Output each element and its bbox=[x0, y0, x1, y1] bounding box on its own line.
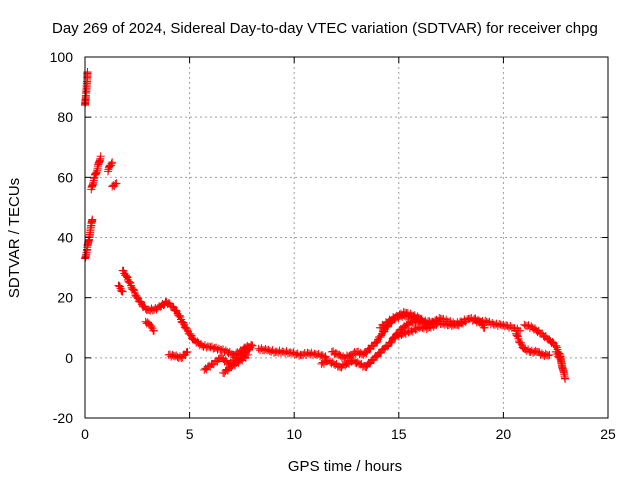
axes-layer: 0 5 10 15 20 25 -20 0 20 40 60 80 100 bbox=[50, 49, 616, 442]
y-axis-label: SDTVAR / TECUs bbox=[6, 178, 23, 298]
data-point bbox=[461, 317, 470, 326]
data-point bbox=[248, 341, 257, 350]
x-tick-label: 0 bbox=[81, 426, 89, 442]
y-tick-label: 100 bbox=[50, 49, 74, 65]
data-point bbox=[480, 323, 489, 332]
data-point bbox=[150, 326, 159, 335]
data-point bbox=[122, 272, 131, 281]
data-point bbox=[136, 297, 145, 306]
data-point bbox=[107, 159, 116, 168]
data-point bbox=[179, 318, 188, 327]
y-tick-label: 80 bbox=[57, 109, 73, 125]
data-point bbox=[460, 317, 469, 326]
data-point bbox=[183, 347, 192, 356]
data-point bbox=[432, 320, 441, 329]
data-point bbox=[112, 179, 121, 188]
data-point bbox=[513, 331, 522, 340]
data-point bbox=[96, 152, 105, 161]
data-point bbox=[545, 350, 554, 359]
data-point bbox=[244, 350, 253, 359]
y-tick-label: 60 bbox=[57, 169, 73, 185]
y-tick-label: 40 bbox=[57, 230, 73, 246]
data-points bbox=[81, 68, 570, 383]
data-point bbox=[175, 311, 184, 320]
x-tick-label: 20 bbox=[496, 426, 512, 442]
data-point bbox=[115, 282, 124, 291]
data-point bbox=[246, 343, 255, 352]
x-tick-label: 5 bbox=[186, 426, 194, 442]
x-tick-label: 15 bbox=[391, 426, 407, 442]
data-point bbox=[118, 287, 127, 296]
data-point bbox=[108, 158, 117, 167]
data-point bbox=[106, 161, 115, 170]
data-point bbox=[544, 351, 553, 360]
data-point bbox=[129, 285, 138, 294]
data-point bbox=[557, 359, 566, 368]
data-point bbox=[516, 326, 525, 335]
data-point bbox=[125, 278, 134, 287]
y-tick-label: -20 bbox=[53, 410, 73, 426]
x-tick-label: 10 bbox=[286, 426, 302, 442]
data-point bbox=[182, 348, 191, 357]
chart-title: Day 269 of 2024, Sidereal Day-to-day VTE… bbox=[52, 20, 598, 37]
x-tick-label: 25 bbox=[600, 426, 616, 442]
data-point bbox=[186, 329, 195, 338]
data-point bbox=[396, 325, 405, 334]
data-point bbox=[516, 338, 525, 347]
x-axis-label: GPS time / hours bbox=[288, 458, 402, 475]
data-point bbox=[376, 333, 385, 342]
data-point bbox=[417, 314, 426, 323]
y-tick-label: 0 bbox=[65, 350, 73, 366]
data-point bbox=[561, 374, 570, 383]
data-point bbox=[117, 286, 126, 295]
data-point bbox=[88, 215, 97, 224]
data-point bbox=[172, 306, 181, 315]
y-tick-label: 20 bbox=[57, 290, 73, 306]
data-point bbox=[147, 321, 156, 330]
data-point bbox=[362, 348, 371, 357]
data-point bbox=[387, 338, 396, 347]
data-point bbox=[552, 347, 561, 356]
